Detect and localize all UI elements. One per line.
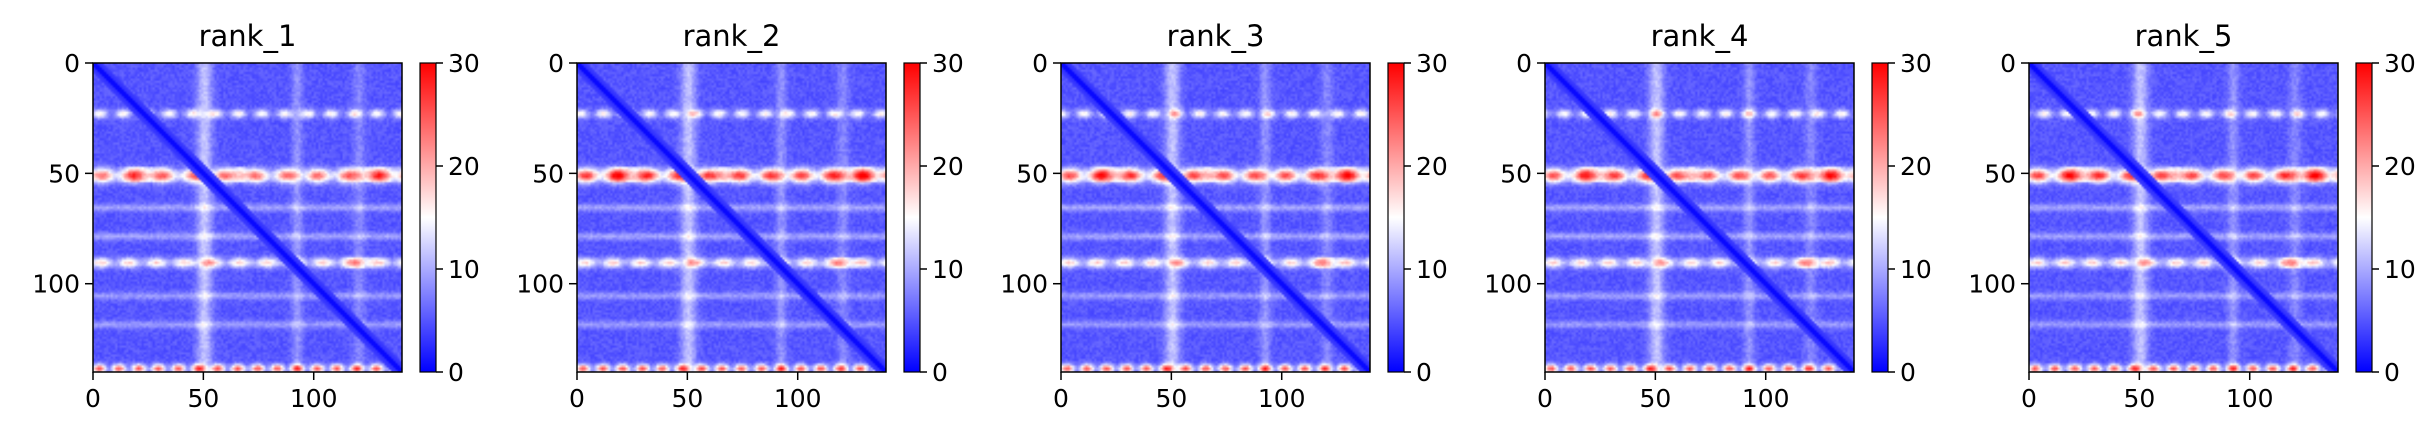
heatmap-panel-4: rank_4 0 50 100 0 50 100 0 10 20 30	[1484, 19, 1932, 413]
y-tick-label: 50	[48, 159, 80, 188]
colorbar-tick-label: 0	[2384, 358, 2400, 387]
x-tick-label: 50	[2123, 384, 2155, 413]
heatmap-image	[1545, 63, 1854, 372]
colorbar	[903, 62, 921, 373]
y-tick-label: 50	[1500, 159, 1532, 188]
panel-title: rank_5	[2135, 19, 2233, 53]
y-tick-label: 0	[64, 49, 80, 78]
colorbar-tick-label: 20	[448, 152, 480, 181]
heatmap-frame	[1060, 62, 1371, 373]
x-tick-label: 50	[1155, 384, 1187, 413]
colorbar-tick-label: 0	[448, 358, 464, 387]
x-tick-label: 100	[290, 384, 338, 413]
x-tick-label: 0	[1537, 384, 1553, 413]
colorbar-tick-label: 10	[2384, 255, 2416, 284]
colorbar	[419, 62, 437, 373]
x-tick-label: 100	[1258, 384, 1306, 413]
x-tick-label: 0	[85, 384, 101, 413]
heatmap-image	[577, 63, 886, 372]
y-tick-label: 100	[1000, 270, 1048, 299]
colorbar-tick-label: 10	[448, 255, 480, 284]
x-tick-label: 100	[1742, 384, 1790, 413]
colorbar-tick-label: 30	[448, 49, 480, 78]
heatmap-frame	[1544, 62, 1855, 373]
heatmap-frame	[92, 62, 403, 373]
colorbar-tick-label: 20	[1416, 152, 1448, 181]
x-tick-label: 50	[187, 384, 219, 413]
y-tick-label: 0	[2000, 49, 2016, 78]
colorbar-tick-label: 30	[932, 49, 964, 78]
y-tick-label: 50	[1984, 159, 2016, 188]
colorbar	[2355, 62, 2373, 373]
heatmap-panel-2: rank_2 0 50 100 0 50 100 0 10 20 30	[516, 19, 964, 413]
colorbar-tick-label: 0	[932, 358, 948, 387]
y-tick-label: 50	[532, 159, 564, 188]
heatmap-image	[93, 63, 402, 372]
heatmap-image	[2029, 63, 2338, 372]
panel-title: rank_2	[683, 19, 781, 53]
panel-title: rank_1	[199, 19, 297, 53]
x-tick-label: 50	[671, 384, 703, 413]
heatmap-image	[1061, 63, 1370, 372]
colorbar-tick-label: 20	[932, 152, 964, 181]
colorbar-tick-label: 0	[1900, 358, 1916, 387]
y-tick-label: 100	[1484, 270, 1532, 299]
x-tick-label: 0	[1053, 384, 1069, 413]
x-tick-label: 50	[1639, 384, 1671, 413]
colorbar	[1387, 62, 1405, 373]
x-tick-label: 0	[2021, 384, 2037, 413]
colorbar-tick-label: 10	[1416, 255, 1448, 284]
panel-title: rank_3	[1167, 19, 1265, 53]
colorbar-tick-label: 30	[1900, 49, 1932, 78]
heatmap-panel-5: rank_5 0 50 100 0 50 100 0 10 20 30	[1968, 19, 2416, 413]
y-tick-label: 50	[1016, 159, 1048, 188]
y-tick-label: 0	[1032, 49, 1048, 78]
colorbar	[1871, 62, 1889, 373]
x-tick-label: 100	[774, 384, 822, 413]
panel-title: rank_4	[1651, 19, 1749, 53]
y-tick-label: 100	[32, 270, 80, 299]
colorbar-tick-label: 10	[932, 255, 964, 284]
y-tick-label: 0	[1516, 49, 1532, 78]
colorbar-tick-label: 20	[1900, 152, 1932, 181]
heatmap-panel-1: rank_1 0 50 100 0 50 100 0 10 20 30	[32, 19, 480, 413]
heatmap-frame	[576, 62, 887, 373]
heatmap-frame	[2028, 62, 2339, 373]
colorbar-tick-label: 30	[1416, 49, 1448, 78]
y-tick-label: 0	[548, 49, 564, 78]
x-tick-label: 100	[2226, 384, 2274, 413]
colorbar-tick-label: 0	[1416, 358, 1432, 387]
y-tick-label: 100	[1968, 270, 2016, 299]
y-tick-label: 100	[516, 270, 564, 299]
colorbar-tick-label: 10	[1900, 255, 1932, 284]
x-tick-label: 0	[569, 384, 585, 413]
heatmap-panel-3: rank_3 0 50 100 0 50 100 0 10 20 30	[1000, 19, 1448, 413]
colorbar-tick-label: 20	[2384, 152, 2416, 181]
colorbar-tick-label: 30	[2384, 49, 2416, 78]
